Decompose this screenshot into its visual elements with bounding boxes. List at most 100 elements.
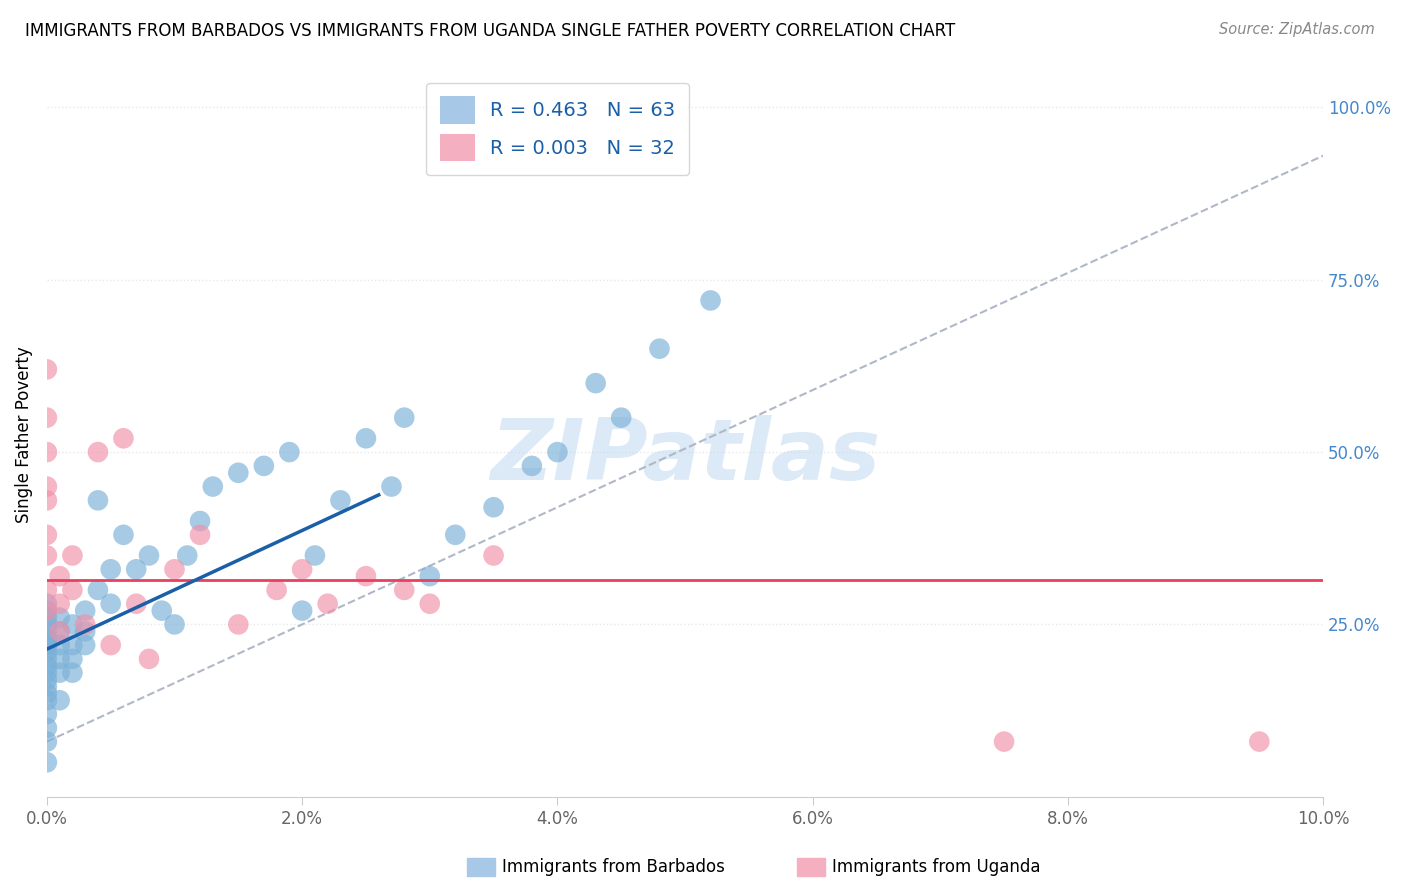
Point xyxy=(35,445,58,459)
Point xyxy=(35,610,58,624)
Point xyxy=(138,652,160,666)
Point xyxy=(48,569,70,583)
Point xyxy=(35,549,58,563)
Point xyxy=(87,493,110,508)
Point xyxy=(112,528,135,542)
Point xyxy=(291,604,314,618)
Point xyxy=(35,631,58,645)
Point xyxy=(419,597,441,611)
Point xyxy=(610,410,633,425)
Point xyxy=(35,665,58,680)
Point xyxy=(35,362,58,376)
Y-axis label: Single Father Poverty: Single Father Poverty xyxy=(15,346,32,524)
Point xyxy=(150,604,173,618)
Point xyxy=(87,582,110,597)
Point xyxy=(48,665,70,680)
Point xyxy=(394,582,416,597)
Point xyxy=(35,604,58,618)
Text: Immigrants from Barbados: Immigrants from Barbados xyxy=(502,858,725,876)
Point xyxy=(48,624,70,639)
Point xyxy=(35,706,58,721)
Point xyxy=(419,569,441,583)
Point xyxy=(482,500,505,515)
Point xyxy=(993,734,1015,748)
Point xyxy=(48,693,70,707)
Point xyxy=(75,624,97,639)
Point xyxy=(35,734,58,748)
Point xyxy=(35,410,58,425)
Point xyxy=(35,624,58,639)
Point xyxy=(188,514,211,528)
Point xyxy=(278,445,301,459)
Point xyxy=(380,479,402,493)
Point xyxy=(100,597,122,611)
Point xyxy=(35,756,58,770)
Point xyxy=(35,528,58,542)
Point xyxy=(100,638,122,652)
Point xyxy=(48,624,70,639)
Point xyxy=(520,458,543,473)
Point xyxy=(228,466,250,480)
Point xyxy=(201,479,224,493)
Point xyxy=(100,562,122,576)
Point xyxy=(125,562,148,576)
Point xyxy=(62,652,84,666)
Point xyxy=(546,445,568,459)
Point xyxy=(253,458,276,473)
Text: ZIPatlas: ZIPatlas xyxy=(489,415,880,498)
Point xyxy=(35,686,58,700)
Text: Immigrants from Uganda: Immigrants from Uganda xyxy=(832,858,1040,876)
Point xyxy=(291,562,314,576)
Point xyxy=(163,617,186,632)
Point xyxy=(138,549,160,563)
Point xyxy=(62,665,84,680)
Point xyxy=(35,597,58,611)
Point xyxy=(35,479,58,493)
Point xyxy=(35,673,58,687)
Point xyxy=(35,680,58,694)
Point xyxy=(62,582,84,597)
Point xyxy=(48,610,70,624)
Point xyxy=(35,652,58,666)
Point xyxy=(112,431,135,445)
Point xyxy=(35,658,58,673)
Point xyxy=(176,549,198,563)
Point xyxy=(228,617,250,632)
Point xyxy=(75,617,97,632)
Point xyxy=(699,293,721,308)
Point xyxy=(354,569,377,583)
Point xyxy=(35,693,58,707)
Point xyxy=(87,445,110,459)
Point xyxy=(35,638,58,652)
Point xyxy=(48,652,70,666)
Point xyxy=(1249,734,1271,748)
Point xyxy=(394,410,416,425)
Point xyxy=(48,638,70,652)
Point xyxy=(75,604,97,618)
Point xyxy=(316,597,339,611)
Point xyxy=(35,645,58,659)
Point xyxy=(188,528,211,542)
Point xyxy=(35,721,58,735)
Point xyxy=(354,431,377,445)
Point xyxy=(585,376,607,391)
Point xyxy=(482,549,505,563)
Point xyxy=(62,549,84,563)
Text: Source: ZipAtlas.com: Source: ZipAtlas.com xyxy=(1219,22,1375,37)
Point xyxy=(62,638,84,652)
Point xyxy=(35,638,58,652)
Point xyxy=(444,528,467,542)
Point xyxy=(329,493,352,508)
Point xyxy=(266,582,288,597)
Point xyxy=(75,638,97,652)
Point xyxy=(35,582,58,597)
Point xyxy=(125,597,148,611)
Point xyxy=(62,617,84,632)
Point xyxy=(304,549,326,563)
Point xyxy=(35,493,58,508)
Point xyxy=(35,617,58,632)
Point xyxy=(163,562,186,576)
Legend: R = 0.463   N = 63, R = 0.003   N = 32: R = 0.463 N = 63, R = 0.003 N = 32 xyxy=(426,83,689,175)
Point xyxy=(48,597,70,611)
Text: IMMIGRANTS FROM BARBADOS VS IMMIGRANTS FROM UGANDA SINGLE FATHER POVERTY CORRELA: IMMIGRANTS FROM BARBADOS VS IMMIGRANTS F… xyxy=(25,22,956,40)
